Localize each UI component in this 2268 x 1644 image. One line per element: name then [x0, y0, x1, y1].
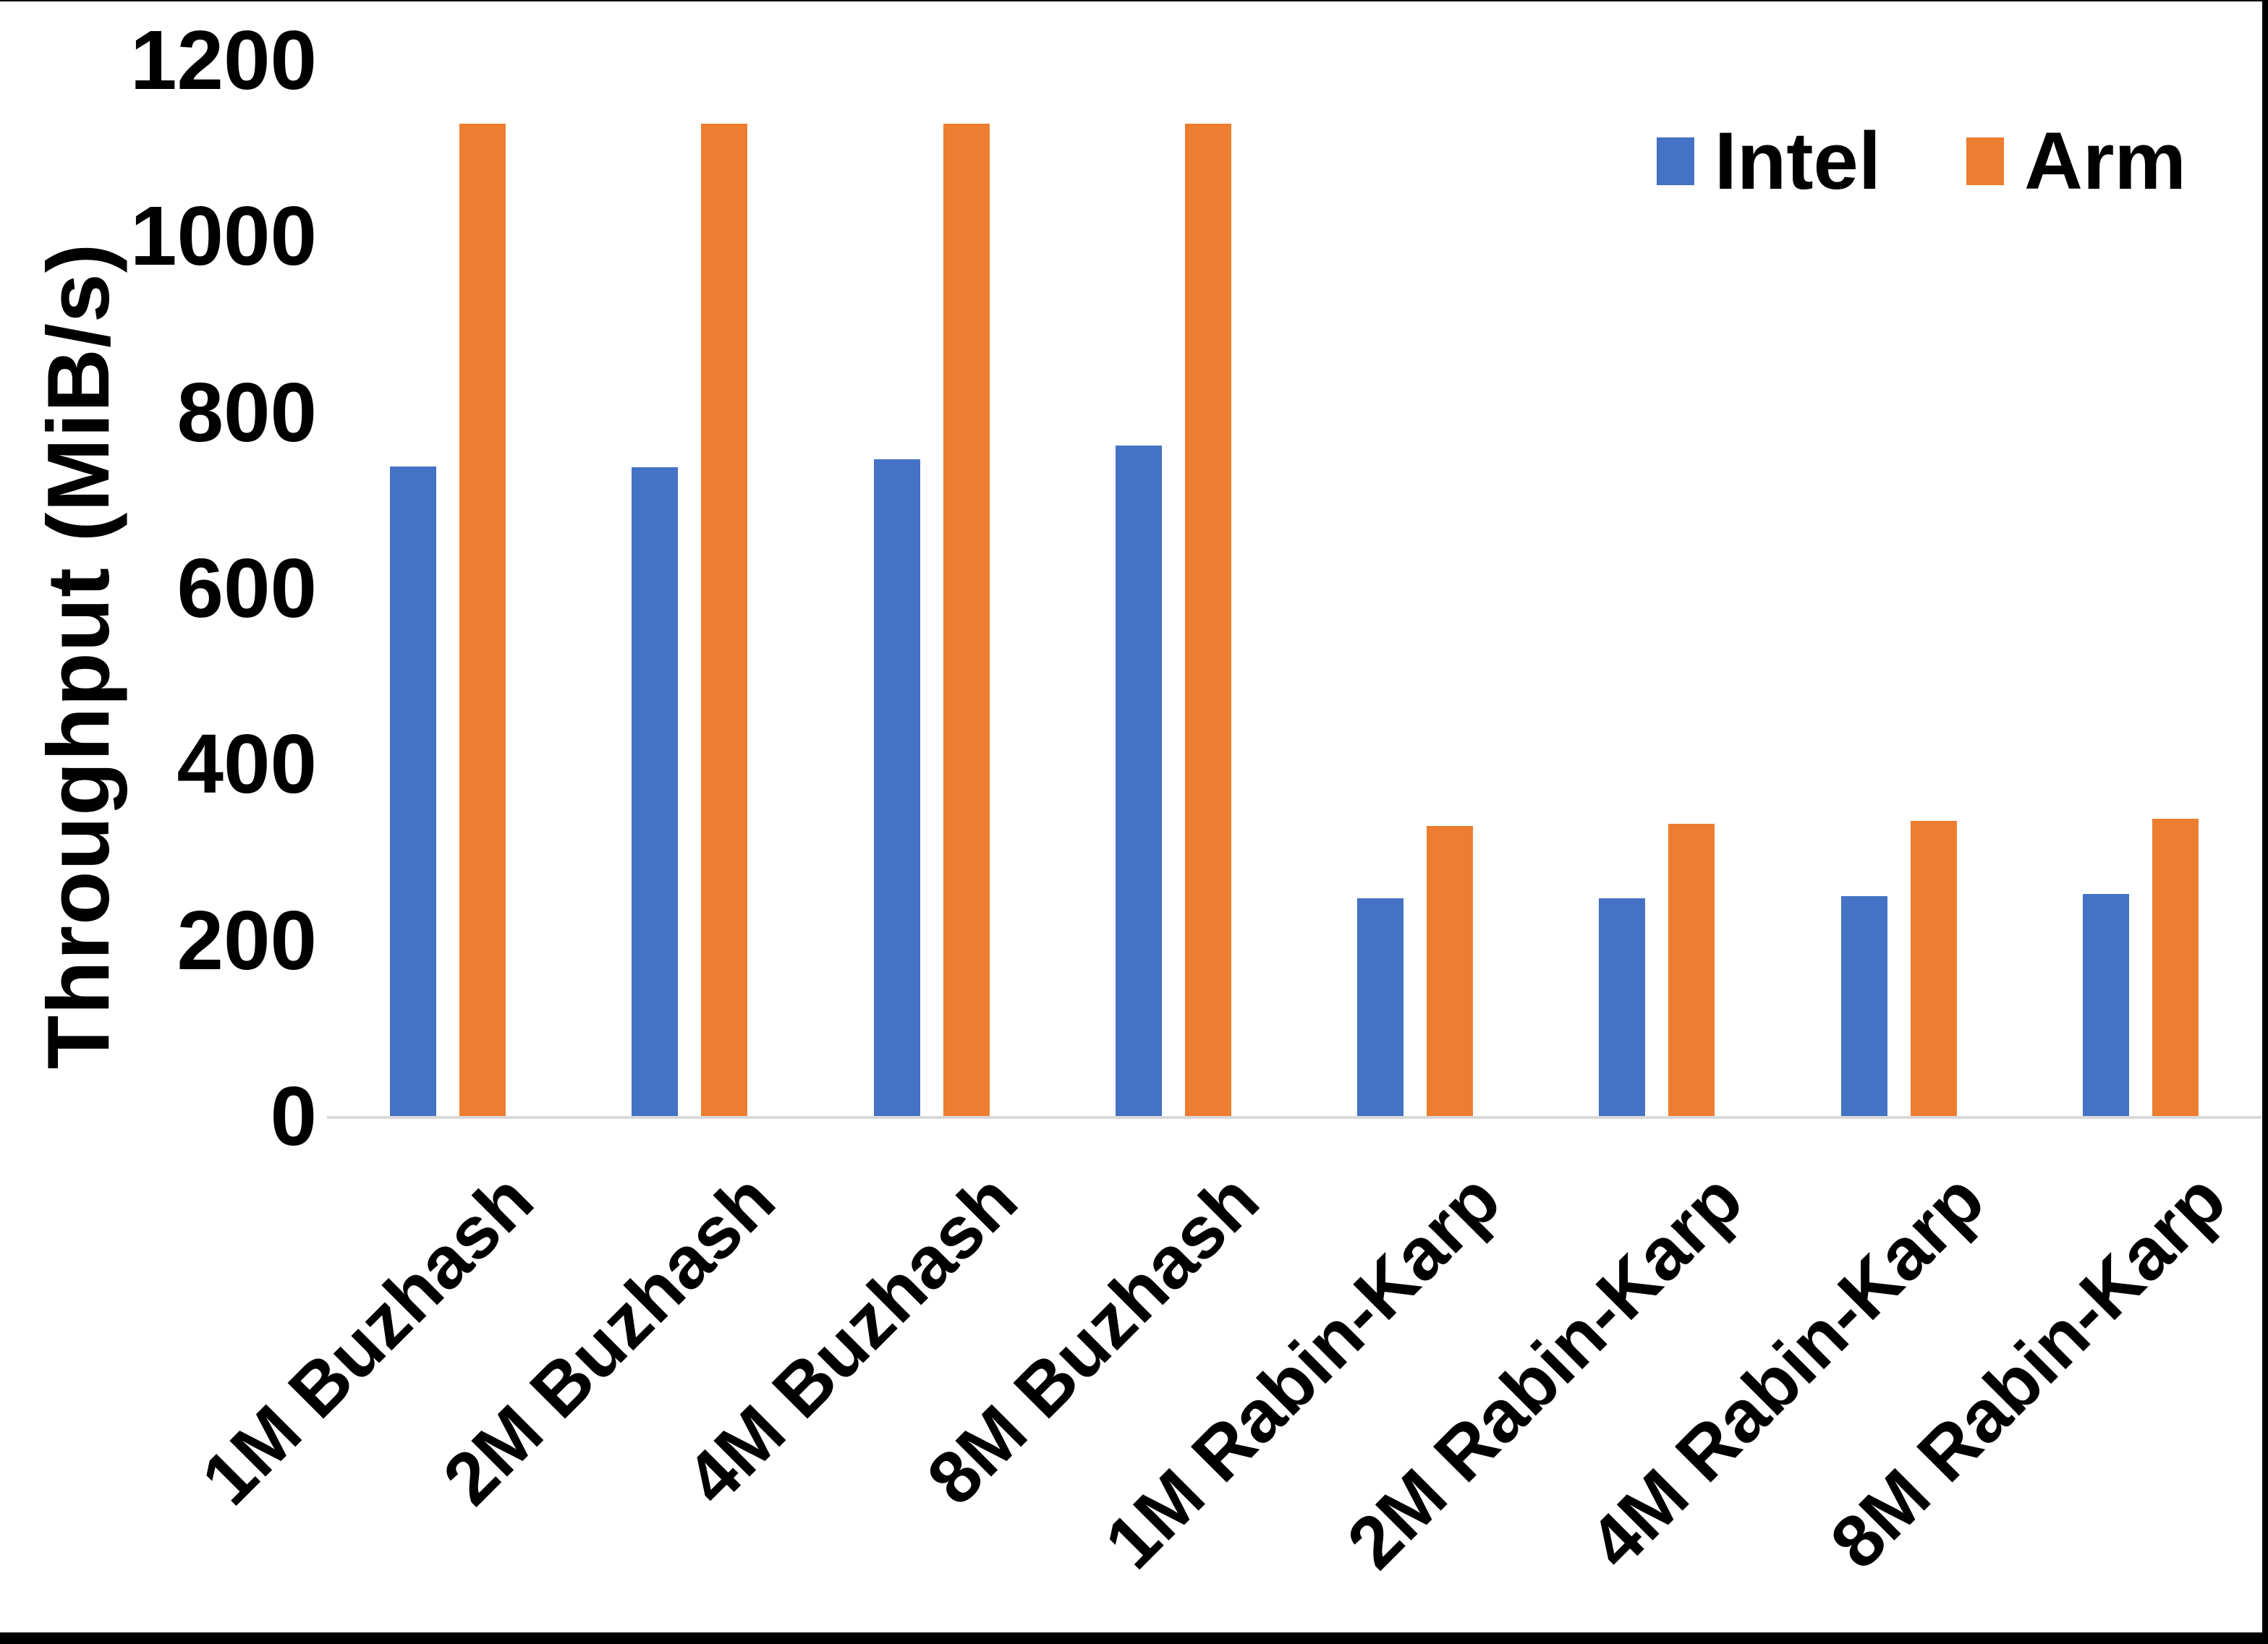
legend-label-arm: Arm [2023, 116, 2186, 206]
x-axis-line [327, 1116, 2261, 1119]
bar-intel-2m-buzhash [632, 467, 679, 1116]
legend-swatch-arm [1966, 137, 2004, 185]
y-tick-200: 200 [177, 893, 317, 987]
bar-arm-4m-buzhash [943, 123, 990, 1116]
bar-intel-1m-rabin-karp [1357, 898, 1404, 1116]
legend: Intel Arm [1656, 116, 2186, 206]
bar-intel-8m-buzhash [1115, 445, 1162, 1116]
y-tick-600: 600 [177, 541, 317, 635]
legend-item-intel: Intel [1656, 116, 1881, 206]
bar-arm-1m-rabin-karp [1427, 825, 1474, 1116]
bar-arm-1m-buzhash [459, 123, 506, 1116]
y-tick-1000: 1000 [129, 189, 317, 284]
y-tick-400: 400 [177, 717, 317, 812]
legend-label-intel: Intel [1714, 116, 1881, 206]
legend-item-arm: Arm [1966, 121, 2186, 202]
bar-arm-2m-buzhash [701, 123, 748, 1116]
bar-intel-4m-buzhash [873, 459, 920, 1116]
y-tick-800: 800 [177, 365, 317, 459]
bar-arm-8m-rabin-karp [2152, 818, 2199, 1116]
bar-intel-1m-buzhash [390, 467, 437, 1116]
bar-arm-8m-buzhash [1184, 123, 1231, 1116]
bar-arm-2m-rabin-karp [1668, 824, 1715, 1116]
bar-intel-2m-rabin-karp [1599, 898, 1646, 1116]
y-tick-0: 0 [270, 1069, 317, 1163]
bar-arm-4m-rabin-karp [1910, 821, 1957, 1116]
bar-intel-8m-rabin-karp [2082, 894, 2129, 1116]
bar-intel-4m-rabin-karp [1840, 895, 1887, 1116]
y-tick-1200: 1200 [129, 13, 317, 107]
legend-swatch-intel [1656, 137, 1694, 185]
